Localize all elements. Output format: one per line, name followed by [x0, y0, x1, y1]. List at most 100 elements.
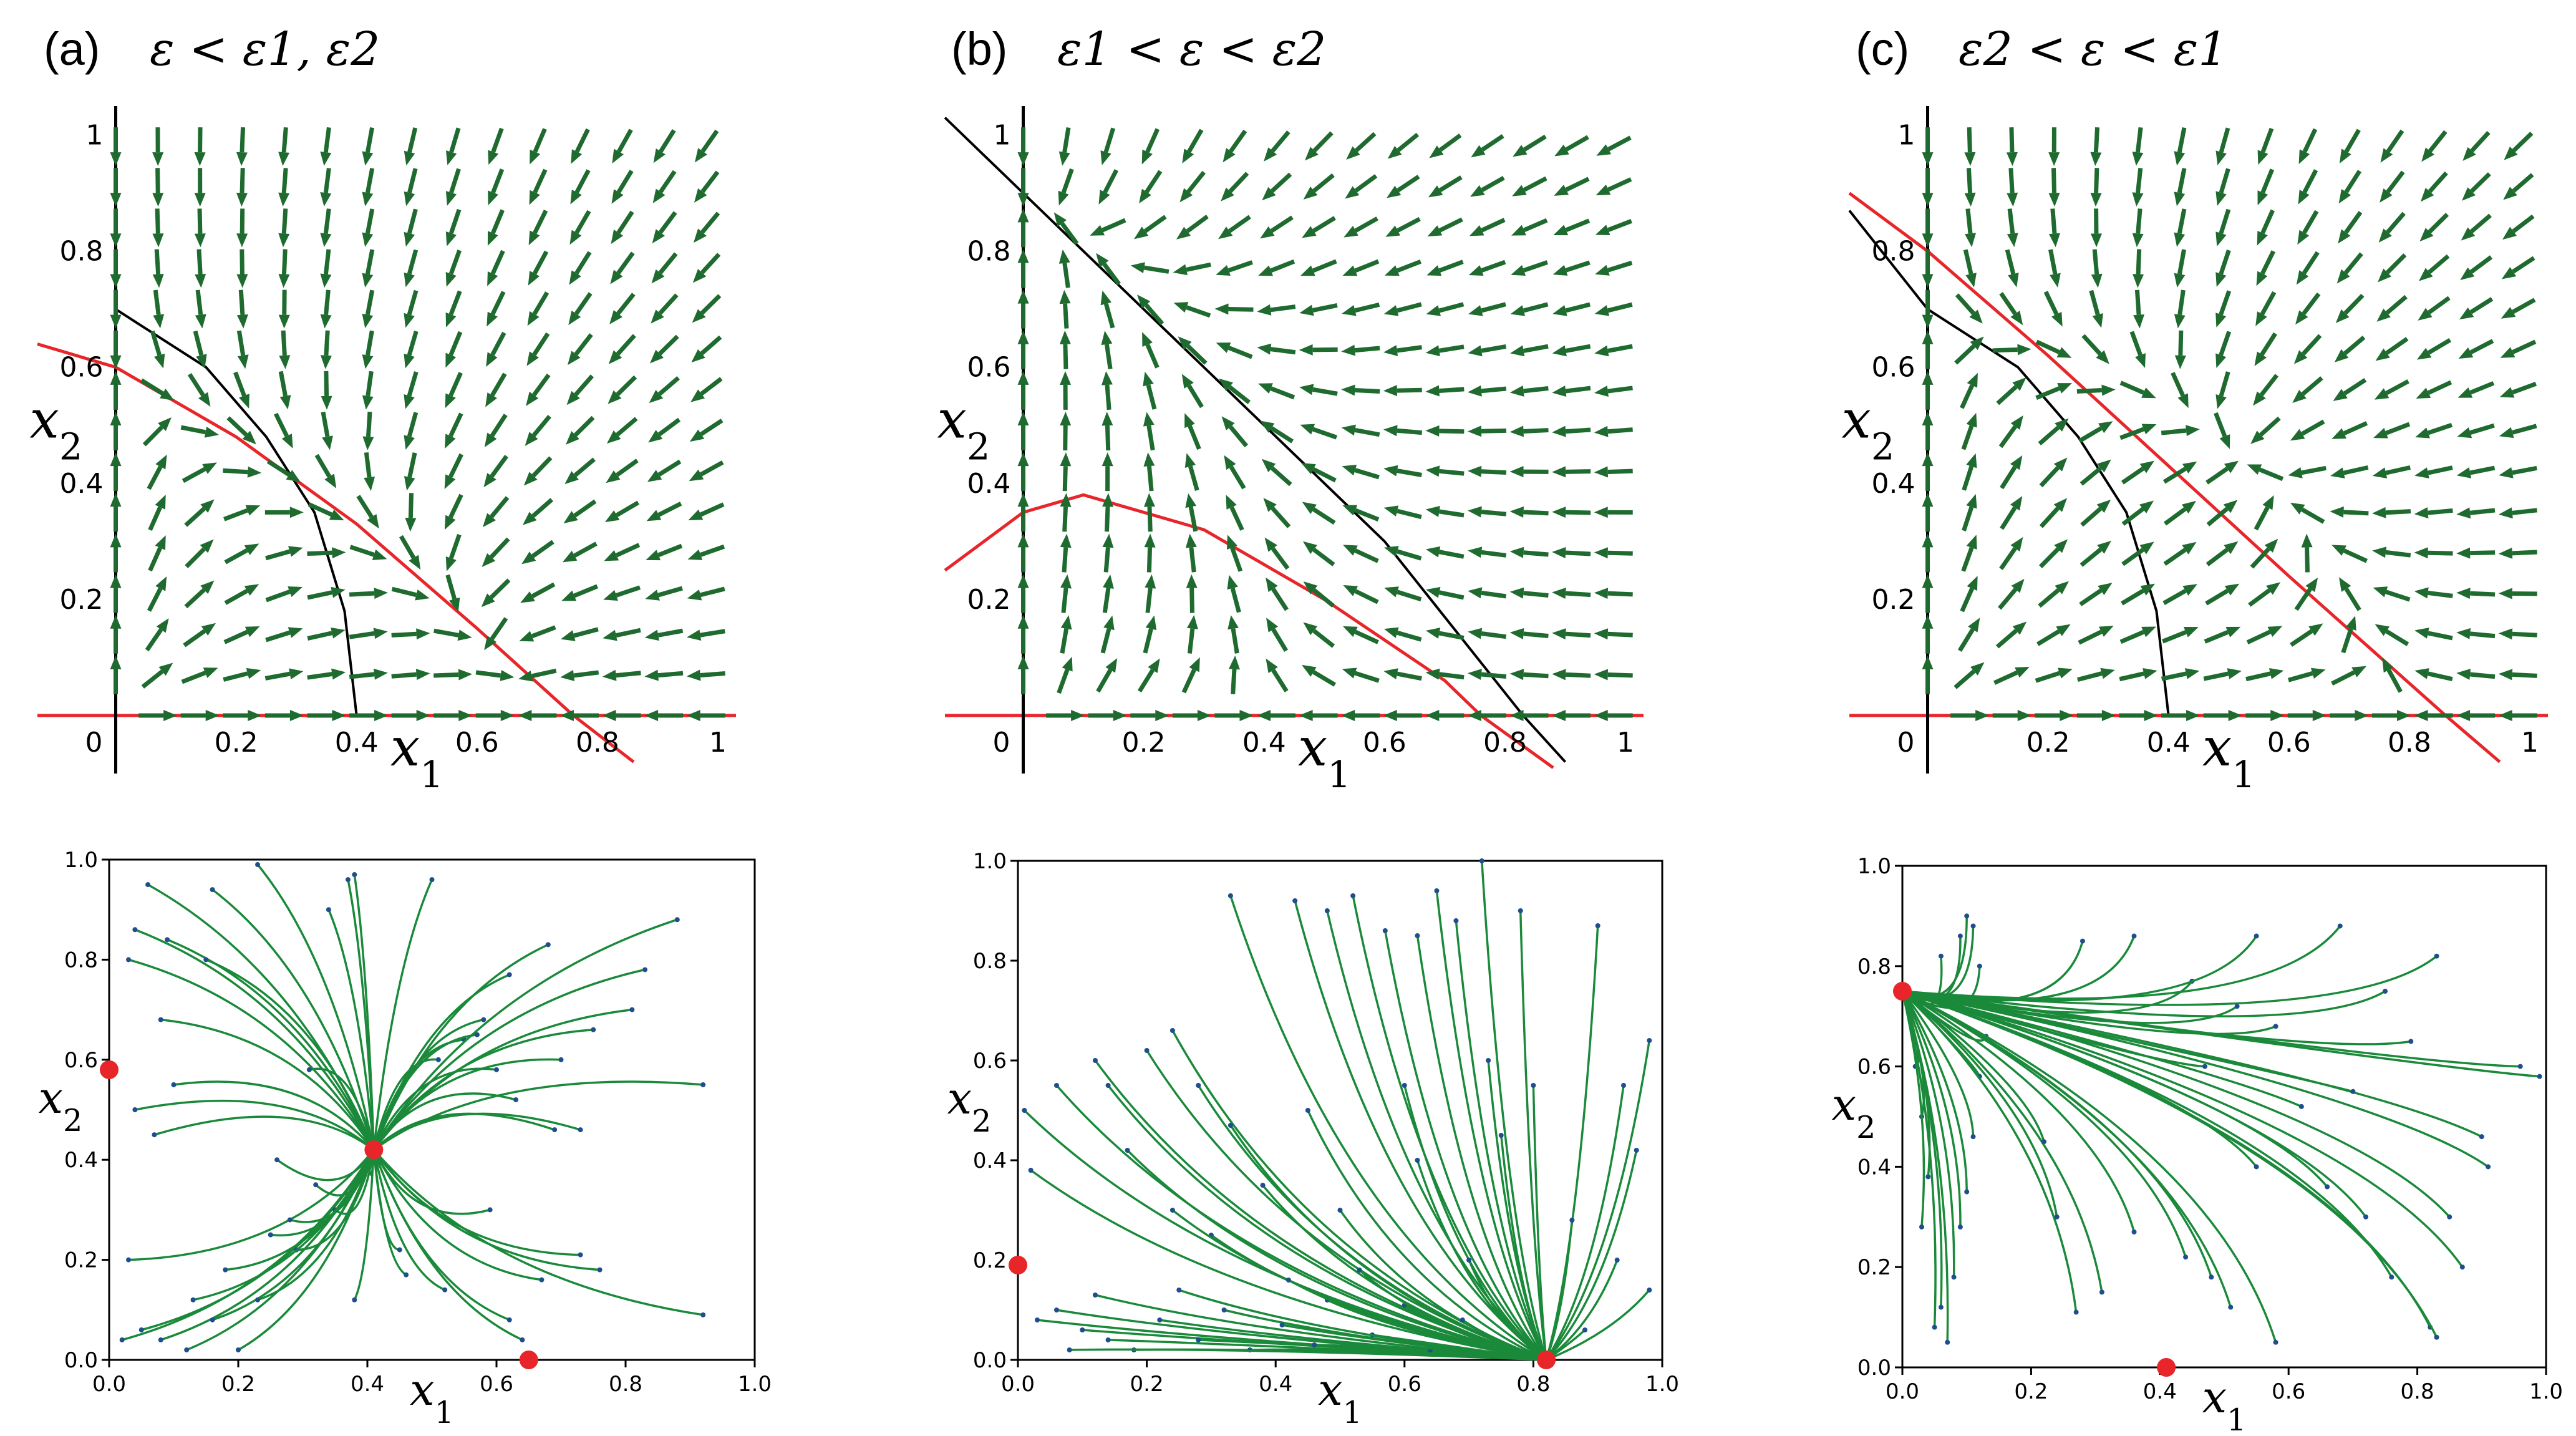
arrow-head [2414, 507, 2429, 519]
arrow-shaft [2428, 296, 2451, 314]
arrow-head [320, 233, 332, 248]
vector-arrow [1552, 628, 1591, 640]
vector-arrow [1102, 533, 1114, 573]
vector-arrow [2036, 624, 2071, 646]
arrow-shaft [2036, 629, 2060, 646]
vector-arrow [1300, 463, 1337, 483]
arrow-head [404, 231, 415, 247]
arrow-head [1266, 658, 1278, 674]
arrow-head [528, 271, 540, 286]
vector-arrow [1221, 416, 1248, 448]
arrow-shaft [2081, 334, 2102, 356]
arrow-shaft [1607, 672, 1633, 678]
arrow-shaft [2136, 249, 2142, 274]
arrow-shaft [1271, 669, 1289, 692]
vector-arrow [1102, 412, 1113, 451]
x-axis-label: x1 [2202, 717, 2255, 796]
vector-arrow [1342, 626, 1379, 644]
trajectory-line [160, 1018, 375, 1151]
vector-arrow [2133, 249, 2144, 288]
trajectory-start-point [313, 1182, 319, 1188]
vector-arrow [2174, 168, 2187, 206]
trajectory-start-point [210, 887, 215, 893]
arrow-shaft [2288, 671, 2313, 682]
arrow-head [2338, 229, 2351, 244]
arrow-head [686, 669, 701, 681]
arrow-head [2182, 461, 2197, 474]
arrow-shaft [1967, 127, 1972, 153]
trajectory-line [1902, 990, 2328, 1188]
arrow-shaft [1992, 347, 2018, 353]
arrow-head [611, 229, 624, 245]
vector-arrow [602, 669, 641, 681]
arrow-head [602, 669, 617, 681]
arrow-head [1552, 628, 1566, 640]
arrow-head [2048, 193, 2060, 207]
arrow-shaft [196, 249, 203, 274]
vector-arrow [1954, 336, 1984, 365]
vector-arrow [2414, 668, 2453, 682]
trajectory-line [372, 1149, 445, 1291]
arrow-head [2266, 582, 2281, 595]
arrow-shaft [1312, 216, 1336, 233]
vector-arrow [484, 617, 508, 651]
arrow-head [2174, 273, 2186, 288]
arrow-head [2502, 226, 2517, 240]
vector-arrow [651, 252, 678, 284]
arrow-shaft [573, 627, 599, 638]
arrow-shaft [1481, 386, 1507, 394]
arrow-head [246, 667, 261, 679]
trajectory-start-point [642, 967, 648, 973]
arrow-head [647, 470, 662, 482]
arrow-head [2011, 578, 2025, 593]
arrow-head [404, 394, 415, 409]
arrow-head [2058, 667, 2073, 679]
arrow-head [1966, 535, 1977, 550]
arrow-shaft [1962, 506, 1974, 531]
arrow-head [1102, 371, 1113, 386]
arrow-head [2461, 187, 2476, 201]
arrow-shaft [1105, 384, 1111, 410]
arrow-shaft [349, 591, 375, 597]
arrow-shaft [2385, 629, 2409, 646]
vector-arrow [2204, 626, 2241, 644]
arrow-shaft [265, 630, 291, 643]
arrow-shaft [1228, 172, 1249, 193]
arrow-head [1341, 424, 1356, 436]
arrow-shaft [1481, 469, 1507, 475]
trajectory-start-point [223, 1267, 228, 1273]
arrow-shaft [187, 372, 205, 397]
arrow-head [2335, 309, 2350, 323]
trajectory-start-point [558, 1057, 564, 1062]
arrow-head [2184, 626, 2199, 638]
arrow-head [362, 232, 374, 247]
arrow-head [1384, 586, 1399, 598]
arrow-head [2132, 152, 2144, 166]
arrow-shaft [1228, 425, 1248, 448]
arrow-head [481, 593, 495, 608]
arrow-shaft [1230, 546, 1243, 572]
vector-arrow [1059, 289, 1071, 329]
trajectory-line [135, 1099, 375, 1151]
trajectory-line [372, 943, 549, 1150]
trajectory-line [1095, 1294, 1547, 1361]
arrow-head [692, 269, 707, 283]
trajectory-start-point [1324, 908, 1330, 913]
arrow-shaft [1397, 345, 1422, 353]
arrow-shaft [2469, 465, 2496, 475]
arrow-shaft [1103, 127, 1116, 153]
vector-arrow [2503, 173, 2534, 200]
vector-arrow [1341, 344, 1380, 356]
x-tick-label: 0.0 [1886, 1379, 1919, 1404]
arrow-shaft [448, 493, 463, 518]
arrow-head [2338, 188, 2351, 204]
axis-arrow [1552, 709, 1591, 721]
vector-arrow [1513, 134, 1547, 157]
arrow-head [1965, 273, 1977, 288]
arrow-head [404, 435, 415, 450]
vector-arrow [1594, 669, 1633, 681]
arrow-head [1102, 493, 1114, 507]
arrow-shaft [2385, 589, 2411, 602]
vector-arrow [2171, 372, 2189, 409]
vector-arrow [2290, 419, 2325, 441]
